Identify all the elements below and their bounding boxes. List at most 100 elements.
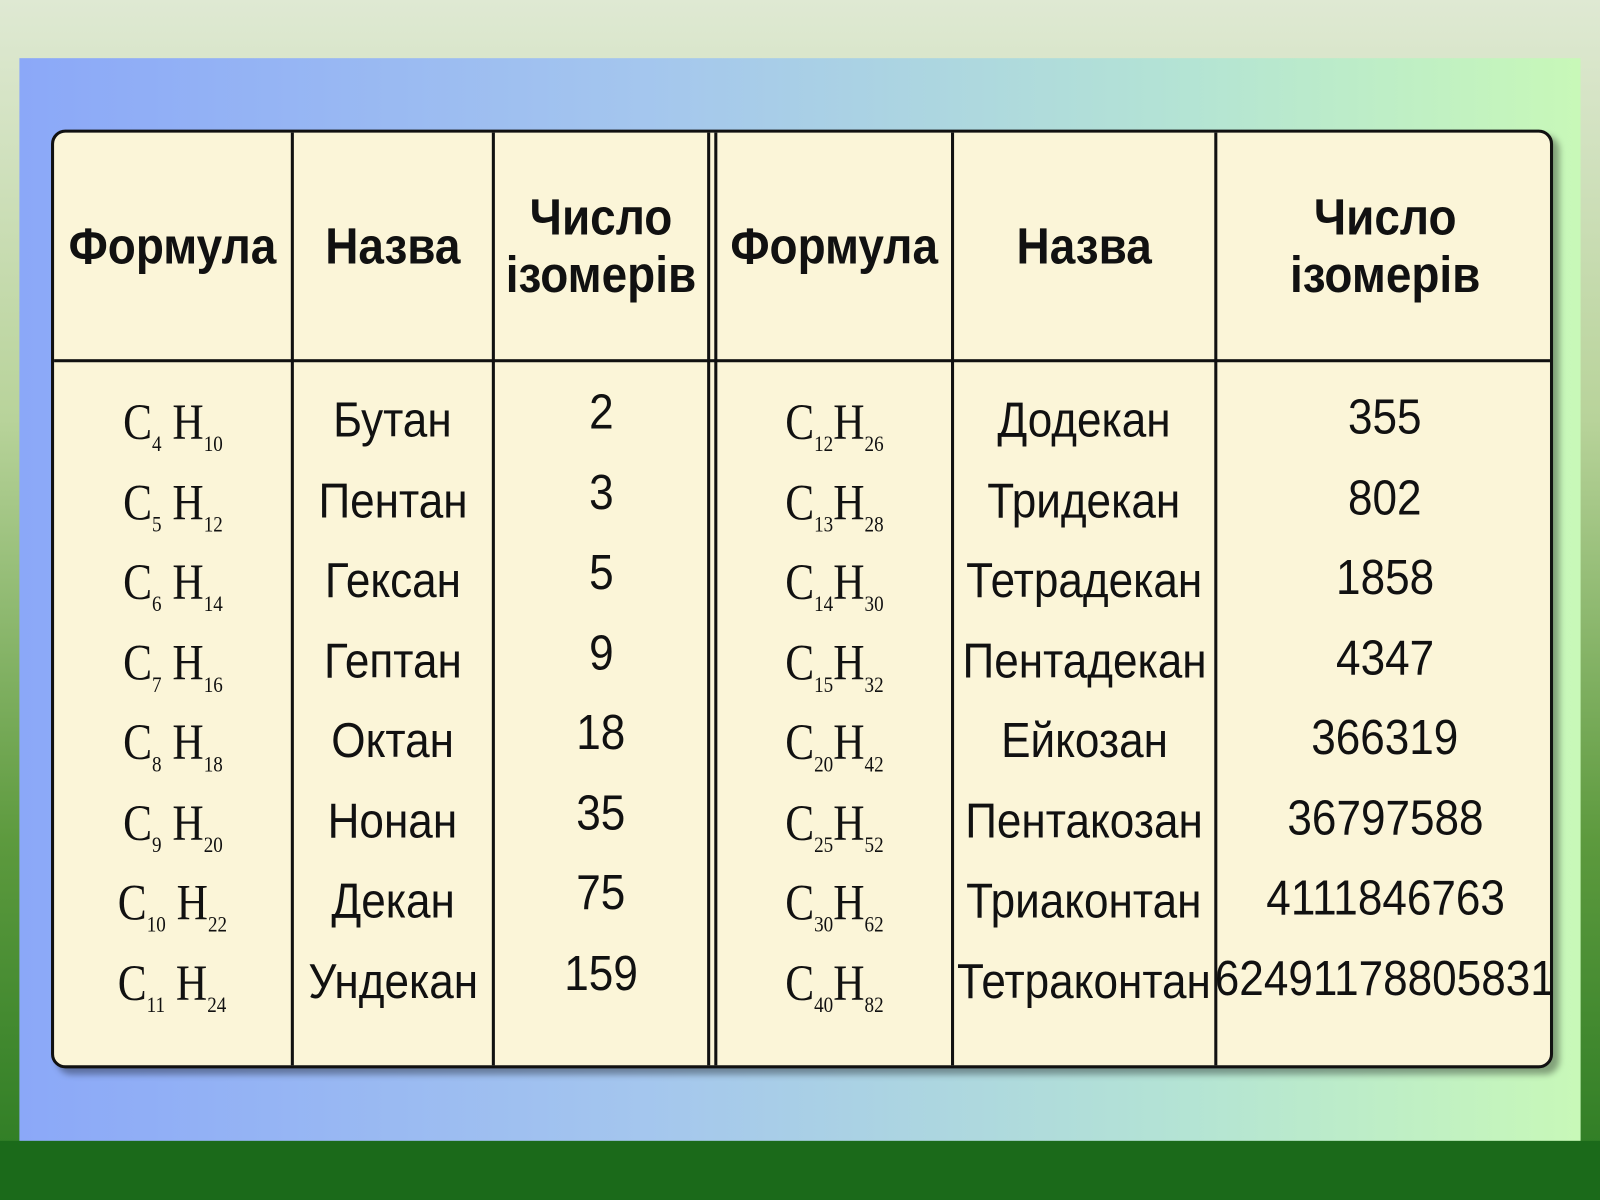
hydrogen-symbol: H — [171, 392, 204, 450]
hydrogen-count: 16 — [203, 670, 223, 697]
carbon-count: 25 — [813, 831, 833, 857]
name-cell: Триаконтан — [966, 874, 1202, 929]
carbon-count: 5 — [151, 510, 162, 537]
carbon-symbol: C — [784, 633, 814, 691]
carbon-symbol: C — [117, 873, 147, 931]
carbon-count: 11 — [147, 991, 166, 1017]
carbon-symbol: C — [784, 793, 814, 851]
formula-cell: C8 H18 — [123, 706, 223, 786]
name-cell: Декан — [331, 874, 455, 929]
carbon-count: 13 — [813, 510, 833, 537]
hydrogen-symbol: H — [832, 793, 865, 851]
carbon-symbol: C — [122, 713, 152, 771]
name-cell: Пентадекан — [962, 634, 1207, 689]
isomers-cell: 3 — [588, 465, 614, 520]
header-name-right: Назва — [1016, 217, 1152, 275]
hydrogen-symbol: H — [832, 472, 865, 531]
name-cell: Нонан — [328, 794, 458, 849]
hydrogen-count: 10 — [203, 430, 223, 457]
formula-cell: C30H62 — [785, 866, 883, 946]
divider — [951, 132, 955, 1066]
divider — [707, 132, 711, 1066]
alkane-isomers-table: Формула Назва Число ізомерів Формула Назв… — [51, 129, 1556, 1069]
hydrogen-count: 62 — [864, 911, 884, 937]
formula-cell: C15H32 — [785, 626, 883, 706]
formula-cell: C40H82 — [785, 946, 883, 1026]
isomers-cell: 5 — [588, 545, 614, 600]
carbon-count: 30 — [813, 911, 833, 937]
header-line: Число — [529, 188, 673, 246]
name-cell: Октан — [331, 714, 455, 769]
name-cell: Тетраконтан — [957, 954, 1212, 1009]
name-cell: Тридекан — [987, 473, 1181, 529]
carbon-symbol: C — [784, 472, 814, 531]
carbon-count: 14 — [813, 590, 833, 617]
carbon-symbol: C — [784, 713, 814, 771]
formula-cell: C13H28 — [785, 466, 883, 546]
isomers-cell: 802 — [1348, 470, 1422, 525]
hydrogen-symbol: H — [832, 873, 865, 931]
carbon-count: 9 — [151, 831, 162, 857]
name-cell: Пентакозан — [965, 794, 1203, 849]
isomers-cell: 4347 — [1336, 631, 1435, 686]
isomers-column-right: 355 802 1858 4347 366319 36797588 4111846763 62… — [1215, 383, 1556, 1024]
isomers-cell: 75 — [576, 866, 626, 921]
hydrogen-symbol: H — [832, 633, 865, 691]
carbon-count: 20 — [813, 751, 833, 777]
hydrogen-count: 26 — [864, 430, 884, 457]
hydrogen-symbol: H — [832, 713, 865, 771]
divider — [1214, 132, 1218, 1066]
formula-cell: C9 H20 — [123, 786, 223, 866]
bottom-band — [0, 1140, 1600, 1200]
name-cell: Ундекан — [307, 954, 478, 1009]
name-cell: Гексан — [324, 554, 461, 609]
carbon-count: 4 — [151, 430, 162, 457]
formula-cell: C12H26 — [785, 386, 883, 466]
carbon-symbol: C — [122, 793, 152, 851]
carbon-symbol: C — [784, 953, 814, 1011]
formula-cell: C20H42 — [785, 706, 883, 786]
formula-cell: C14H30 — [785, 546, 883, 626]
formula-cell: C11 H24 — [118, 946, 227, 1026]
carbon-count: 15 — [813, 670, 833, 697]
formula-cell: C6 H14 — [123, 546, 223, 626]
carbon-count: 8 — [151, 751, 162, 777]
hydrogen-count: 42 — [864, 751, 884, 777]
hydrogen-symbol: H — [832, 392, 865, 450]
formula-cell: C7 H16 — [123, 626, 223, 706]
header-divider — [54, 359, 1550, 363]
carbon-symbol: C — [122, 553, 152, 611]
hydrogen-count: 32 — [864, 670, 884, 697]
hydrogen-count: 52 — [864, 831, 884, 857]
hydrogen-count: 24 — [207, 991, 227, 1017]
name-cell: Додекан — [997, 393, 1171, 448]
isomers-cell: 355 — [1348, 390, 1422, 445]
name-cell: Пентан — [318, 473, 468, 529]
isomers-cell: 366319 — [1311, 711, 1459, 766]
carbon-symbol: C — [122, 472, 152, 531]
hydrogen-symbol: H — [171, 713, 204, 771]
carbon-symbol: C — [122, 633, 152, 691]
divider — [714, 132, 718, 1066]
header-line: ізомерів — [1289, 245, 1481, 304]
carbon-symbol: C — [784, 392, 814, 450]
formula-cell: C5 H12 — [123, 466, 223, 546]
carbon-symbol: C — [122, 392, 152, 450]
hydrogen-symbol: H — [176, 953, 208, 1011]
hydrogen-symbol: H — [171, 793, 204, 851]
isomers-cell: 62491178805831 — [1215, 951, 1556, 1006]
carbon-count: 12 — [813, 430, 833, 457]
name-cell: Тетрадекан — [966, 554, 1203, 609]
isomers-cell: 2 — [588, 385, 614, 440]
carbon-symbol: C — [118, 953, 148, 1011]
carbon-count: 10 — [146, 911, 166, 937]
isomers-column-left: 2 3 5 9 18 35 75 159 — [495, 378, 707, 1019]
isomers-cell: 4111846763 — [1265, 871, 1505, 926]
carbon-count: 7 — [151, 670, 162, 697]
slide-panel: Формула Назва Число ізомерів Формула Назв… — [19, 58, 1581, 1141]
header-line: ізомерів — [505, 245, 697, 304]
hydrogen-count: 20 — [203, 831, 223, 857]
isomers-cell: 18 — [576, 706, 626, 761]
isomers-cell: 1858 — [1336, 551, 1435, 606]
name-column-left: Бутан Пентан Гексан Гептан Октан Нонан Декан Ун… — [294, 386, 492, 1027]
